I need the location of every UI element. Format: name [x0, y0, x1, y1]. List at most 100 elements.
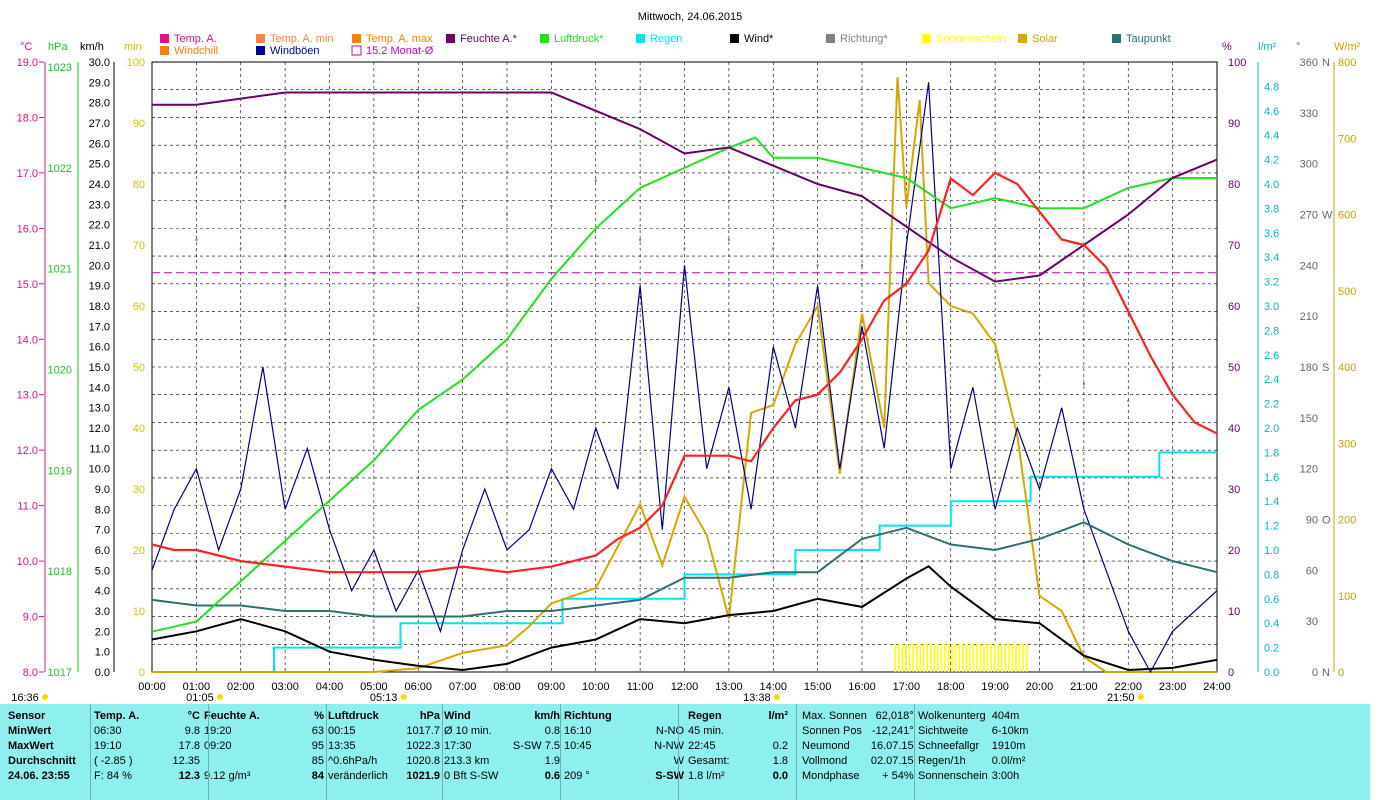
astro-value: -12,241° [871, 724, 914, 737]
cell: ^0.6hPa/h [328, 754, 378, 767]
temp-tick: 13.0 [17, 390, 38, 402]
event-time: 13:38 [743, 692, 771, 704]
wind-line [151, 565, 1218, 672]
rain-tick: 4.0 [1264, 179, 1279, 191]
time-tick: 18:00 [937, 681, 965, 693]
sun-event-icon [400, 694, 407, 700]
legend-swatch [636, 34, 645, 43]
rain-unit: l/m² [1258, 41, 1277, 53]
wind-tick: 0.0 [95, 667, 110, 679]
solar-tick: 200 [1338, 515, 1356, 527]
dir-label: O [1322, 515, 1331, 527]
wind-tick: 16.0 [89, 342, 110, 354]
cell: 10:45 [564, 739, 592, 752]
time-tick: 02:00 [227, 681, 255, 693]
rain-tick: 3.8 [1264, 203, 1279, 215]
min-tick: 70 [133, 240, 145, 252]
hum-tick: 70 [1228, 240, 1240, 252]
hdr-wind-unit: km/h [534, 709, 560, 722]
time-tick: 01:00 [183, 681, 211, 693]
wind-tick: 12.0 [89, 423, 110, 435]
legend-label: Taupunkt [1126, 33, 1171, 45]
direction-dot [594, 179, 597, 182]
rain-tick: 0.2 [1264, 643, 1279, 655]
cell: veränderlich [328, 769, 388, 782]
cell: 0.0 [772, 769, 788, 782]
event-time: 16:36 [11, 692, 39, 704]
legend-swatch [922, 34, 931, 43]
wind-tick: 24.0 [89, 179, 110, 191]
time-tick: 09:00 [538, 681, 566, 693]
wind-tick: 18.0 [89, 301, 110, 313]
astro-value: 02.07.15 [870, 754, 914, 767]
press-tick: 1017 [48, 667, 72, 679]
misc-value: 1910m [991, 739, 1026, 752]
hdr-temp: Temp. A. [94, 709, 140, 722]
misc-value: 3:00h [991, 769, 1020, 782]
wind-tick: 2.0 [95, 626, 110, 638]
gust-line [151, 82, 1218, 674]
wind-tick: 20.0 [89, 260, 110, 272]
temp-tick: 17.0 [17, 168, 38, 180]
legend-label: Windchill [174, 45, 218, 57]
wind-tick: 14.0 [89, 382, 110, 394]
cell: 213.3 km [444, 754, 490, 767]
legend-label: Richtung* [840, 33, 888, 45]
astro-label: Mondphase [802, 769, 860, 782]
misc-label: Sonnenschein [918, 769, 988, 782]
dir-tick: 60 [1306, 565, 1318, 577]
wind-tick: 7.0 [95, 525, 110, 537]
time-tick: 03:00 [271, 681, 299, 693]
direction-dot [505, 213, 509, 216]
temp-tick: 16.0 [17, 223, 38, 235]
press-tick: 1020 [48, 365, 72, 377]
min-tick: 10 [133, 606, 145, 618]
humidity-line [152, 91, 1218, 283]
cell: 09:20 [204, 739, 232, 752]
misc-table: Wolkenunterg 404m Sichtweite 6-10km Schnee… [916, 708, 1030, 783]
stats-table: Sensor Temp. A. °C Feuchte A. % Luftdruc… [6, 708, 790, 783]
press-unit: hPa [48, 41, 68, 53]
time-tick: 08:00 [493, 681, 521, 693]
time-tick: 21:00 [1070, 681, 1098, 693]
temp-tick: 9.0 [23, 612, 38, 624]
min-tick: 60 [133, 301, 145, 313]
temp-tick: 19.0 [17, 57, 38, 69]
wind-tick: 9.0 [95, 484, 110, 496]
misc-label: Regen/1h [918, 754, 966, 767]
rain-tick: 4.4 [1264, 130, 1279, 142]
legend-label: Windböen [270, 45, 320, 57]
divider [914, 704, 915, 800]
hum-unit: % [1222, 41, 1232, 53]
misc-label: Sichtweite [918, 724, 969, 737]
rain-tick: 2.8 [1264, 325, 1279, 337]
time-tick: 15:00 [804, 681, 832, 693]
cell: 00:15 [328, 724, 356, 737]
direction-dot [1082, 382, 1086, 386]
time-tick: 17:00 [893, 681, 921, 693]
solar-tick: 600 [1338, 210, 1356, 222]
wind-tick: 5.0 [95, 565, 110, 577]
cell: Gesamt: [688, 754, 730, 767]
direction-dot [816, 264, 819, 267]
astro-value: 16.07.15 [870, 739, 914, 752]
hum-tick: 0 [1228, 667, 1234, 679]
dir-label: N [1322, 57, 1330, 69]
legend-swatch [256, 46, 265, 55]
dir-unit: ° [1296, 41, 1300, 53]
temp-tick: 15.0 [17, 279, 38, 291]
direction-dot [1215, 323, 1219, 326]
rain-tick: 3.0 [1264, 301, 1279, 313]
rain-tick: 2.0 [1264, 423, 1279, 435]
dewpoint-line [151, 521, 1218, 618]
direction-dot [283, 204, 287, 208]
cell: 19:20 [204, 724, 232, 737]
cell: 19:10 [94, 739, 122, 752]
cell: 17.8 [178, 739, 200, 752]
cell: 1021.9 [406, 769, 440, 782]
rain-tick: 1.2 [1264, 521, 1279, 533]
hdr-hum-unit: % [314, 709, 324, 722]
sun-event-icon [216, 694, 223, 700]
hdr-wind: Wind [444, 709, 471, 722]
